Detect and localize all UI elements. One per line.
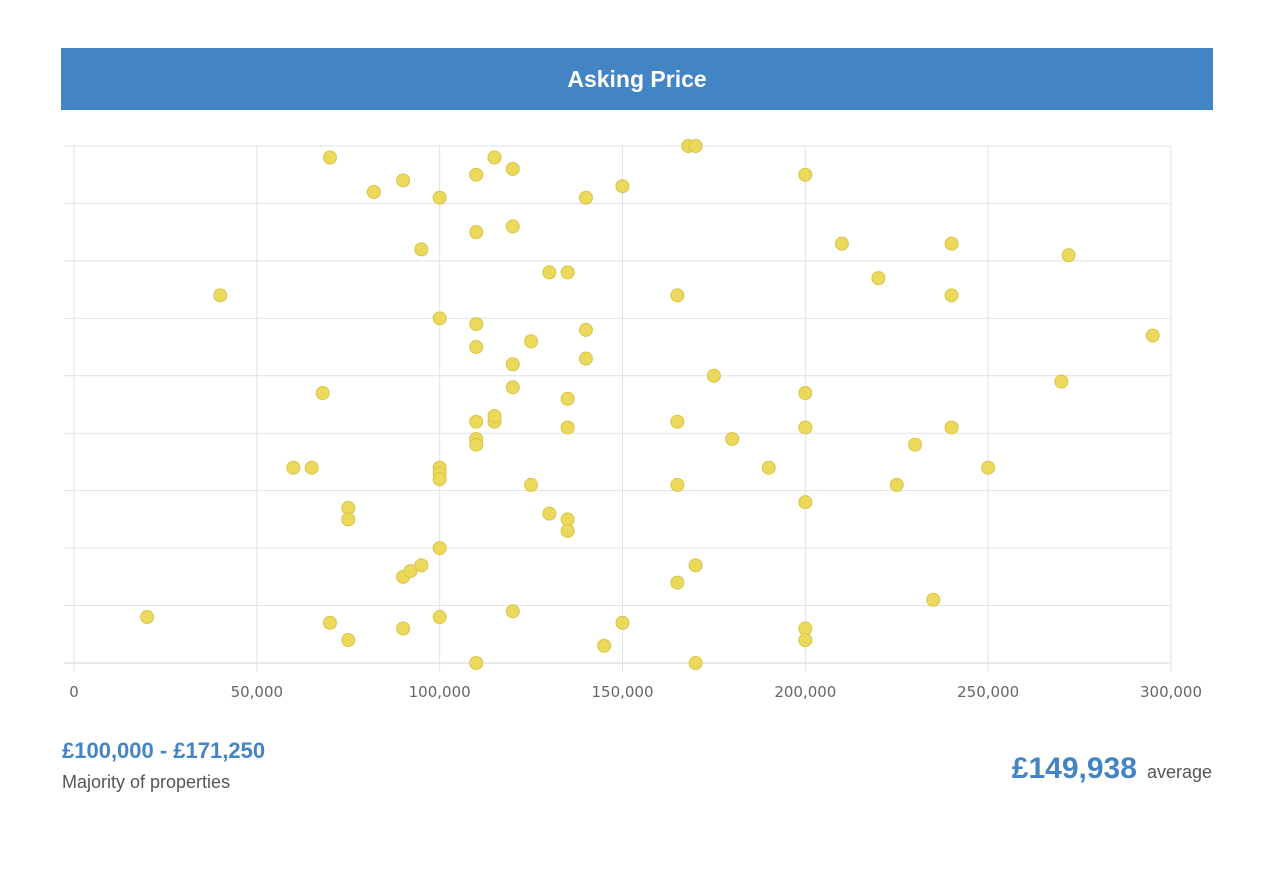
data-point[interactable] xyxy=(341,633,356,648)
price-range-caption: Majority of properties xyxy=(62,772,231,792)
data-point[interactable] xyxy=(578,322,593,337)
data-point[interactable] xyxy=(505,161,520,176)
data-point[interactable] xyxy=(213,288,228,303)
data-point[interactable] xyxy=(286,460,301,475)
data-point[interactable] xyxy=(706,368,721,383)
data-point[interactable] xyxy=(1061,248,1076,263)
data-point[interactable] xyxy=(542,506,557,521)
data-point[interactable] xyxy=(542,265,557,280)
data-point[interactable] xyxy=(944,420,959,435)
data-point[interactable] xyxy=(688,558,703,573)
data-point[interactable] xyxy=(469,340,484,355)
data-point[interactable] xyxy=(469,167,484,182)
data-point[interactable] xyxy=(670,414,685,429)
data-point[interactable] xyxy=(725,431,740,446)
data-point[interactable] xyxy=(505,219,520,234)
data-point[interactable] xyxy=(396,173,411,188)
data-point[interactable] xyxy=(834,236,849,251)
data-point[interactable] xyxy=(366,184,381,199)
data-point[interactable] xyxy=(469,437,484,452)
data-point[interactable] xyxy=(688,656,703,670)
chart-header: Asking Price xyxy=(61,48,1213,110)
data-point[interactable] xyxy=(432,311,447,326)
price-range-value: £100,000 - £171,250 xyxy=(62,738,266,763)
data-point[interactable] xyxy=(432,190,447,205)
price-range-summary: £100,000 - £171,250 Majority of properti… xyxy=(62,738,265,793)
average-price-summary: £149,938 average xyxy=(1012,752,1212,786)
data-points xyxy=(140,139,1160,670)
data-point[interactable] xyxy=(403,564,418,579)
data-point[interactable] xyxy=(889,477,904,492)
data-point[interactable] xyxy=(432,610,447,625)
x-tick-label: 100,000 xyxy=(409,683,471,701)
data-point[interactable] xyxy=(396,621,411,636)
x-tick-label: 250,000 xyxy=(957,683,1019,701)
x-tick-label: 150,000 xyxy=(591,683,653,701)
data-point[interactable] xyxy=(469,656,484,670)
data-point[interactable] xyxy=(505,380,520,395)
data-point[interactable] xyxy=(798,633,813,648)
data-point[interactable] xyxy=(524,477,539,492)
data-point[interactable] xyxy=(432,541,447,556)
data-point[interactable] xyxy=(322,615,337,630)
data-point[interactable] xyxy=(798,167,813,182)
data-point[interactable] xyxy=(615,179,630,194)
data-point[interactable] xyxy=(432,472,447,487)
data-point[interactable] xyxy=(560,391,575,406)
data-point[interactable] xyxy=(670,288,685,303)
data-point[interactable] xyxy=(414,558,429,573)
chart-title: Asking Price xyxy=(567,65,707,92)
data-point[interactable] xyxy=(469,317,484,332)
data-point[interactable] xyxy=(560,420,575,435)
data-point[interactable] xyxy=(615,615,630,630)
data-point[interactable] xyxy=(597,638,612,653)
data-point[interactable] xyxy=(524,334,539,349)
data-point[interactable] xyxy=(505,604,520,619)
data-point[interactable] xyxy=(315,386,330,401)
grid-layer xyxy=(64,145,1172,671)
data-point[interactable] xyxy=(1145,328,1160,343)
data-point[interactable] xyxy=(487,150,502,165)
data-point[interactable] xyxy=(140,610,155,625)
data-point[interactable] xyxy=(670,575,685,590)
data-point[interactable] xyxy=(560,523,575,538)
x-tick-labels: 0 50,000 100,000 150,000 200,000 250,000 300,0… xyxy=(69,683,1202,701)
data-point[interactable] xyxy=(908,437,923,452)
data-point[interactable] xyxy=(926,592,941,607)
data-point[interactable] xyxy=(341,512,356,527)
data-point[interactable] xyxy=(487,408,502,423)
data-point[interactable] xyxy=(414,242,429,257)
data-point[interactable] xyxy=(798,386,813,401)
data-point[interactable] xyxy=(560,265,575,280)
x-tick-label: 300,000 xyxy=(1140,683,1202,701)
data-point[interactable] xyxy=(322,150,337,165)
data-point[interactable] xyxy=(944,236,959,251)
data-point[interactable] xyxy=(944,288,959,303)
average-price-value: £149,938 xyxy=(1011,752,1137,785)
data-point[interactable] xyxy=(688,139,703,153)
data-point[interactable] xyxy=(304,460,319,475)
data-point[interactable] xyxy=(505,357,520,372)
data-point[interactable] xyxy=(871,271,886,286)
data-point[interactable] xyxy=(469,225,484,240)
data-point[interactable] xyxy=(670,477,685,492)
data-point[interactable] xyxy=(981,460,996,475)
x-tick-label: 0 xyxy=(69,683,79,701)
data-point[interactable] xyxy=(798,420,813,435)
x-tick-label: 50,000 xyxy=(231,683,284,701)
x-tick-label: 200,000 xyxy=(774,683,836,701)
data-point[interactable] xyxy=(578,351,593,366)
data-point[interactable] xyxy=(469,414,484,429)
average-price-caption: average xyxy=(1146,762,1212,782)
data-point[interactable] xyxy=(798,495,813,510)
data-point[interactable] xyxy=(1054,374,1069,389)
data-point[interactable] xyxy=(578,190,593,205)
data-point[interactable] xyxy=(761,460,776,475)
